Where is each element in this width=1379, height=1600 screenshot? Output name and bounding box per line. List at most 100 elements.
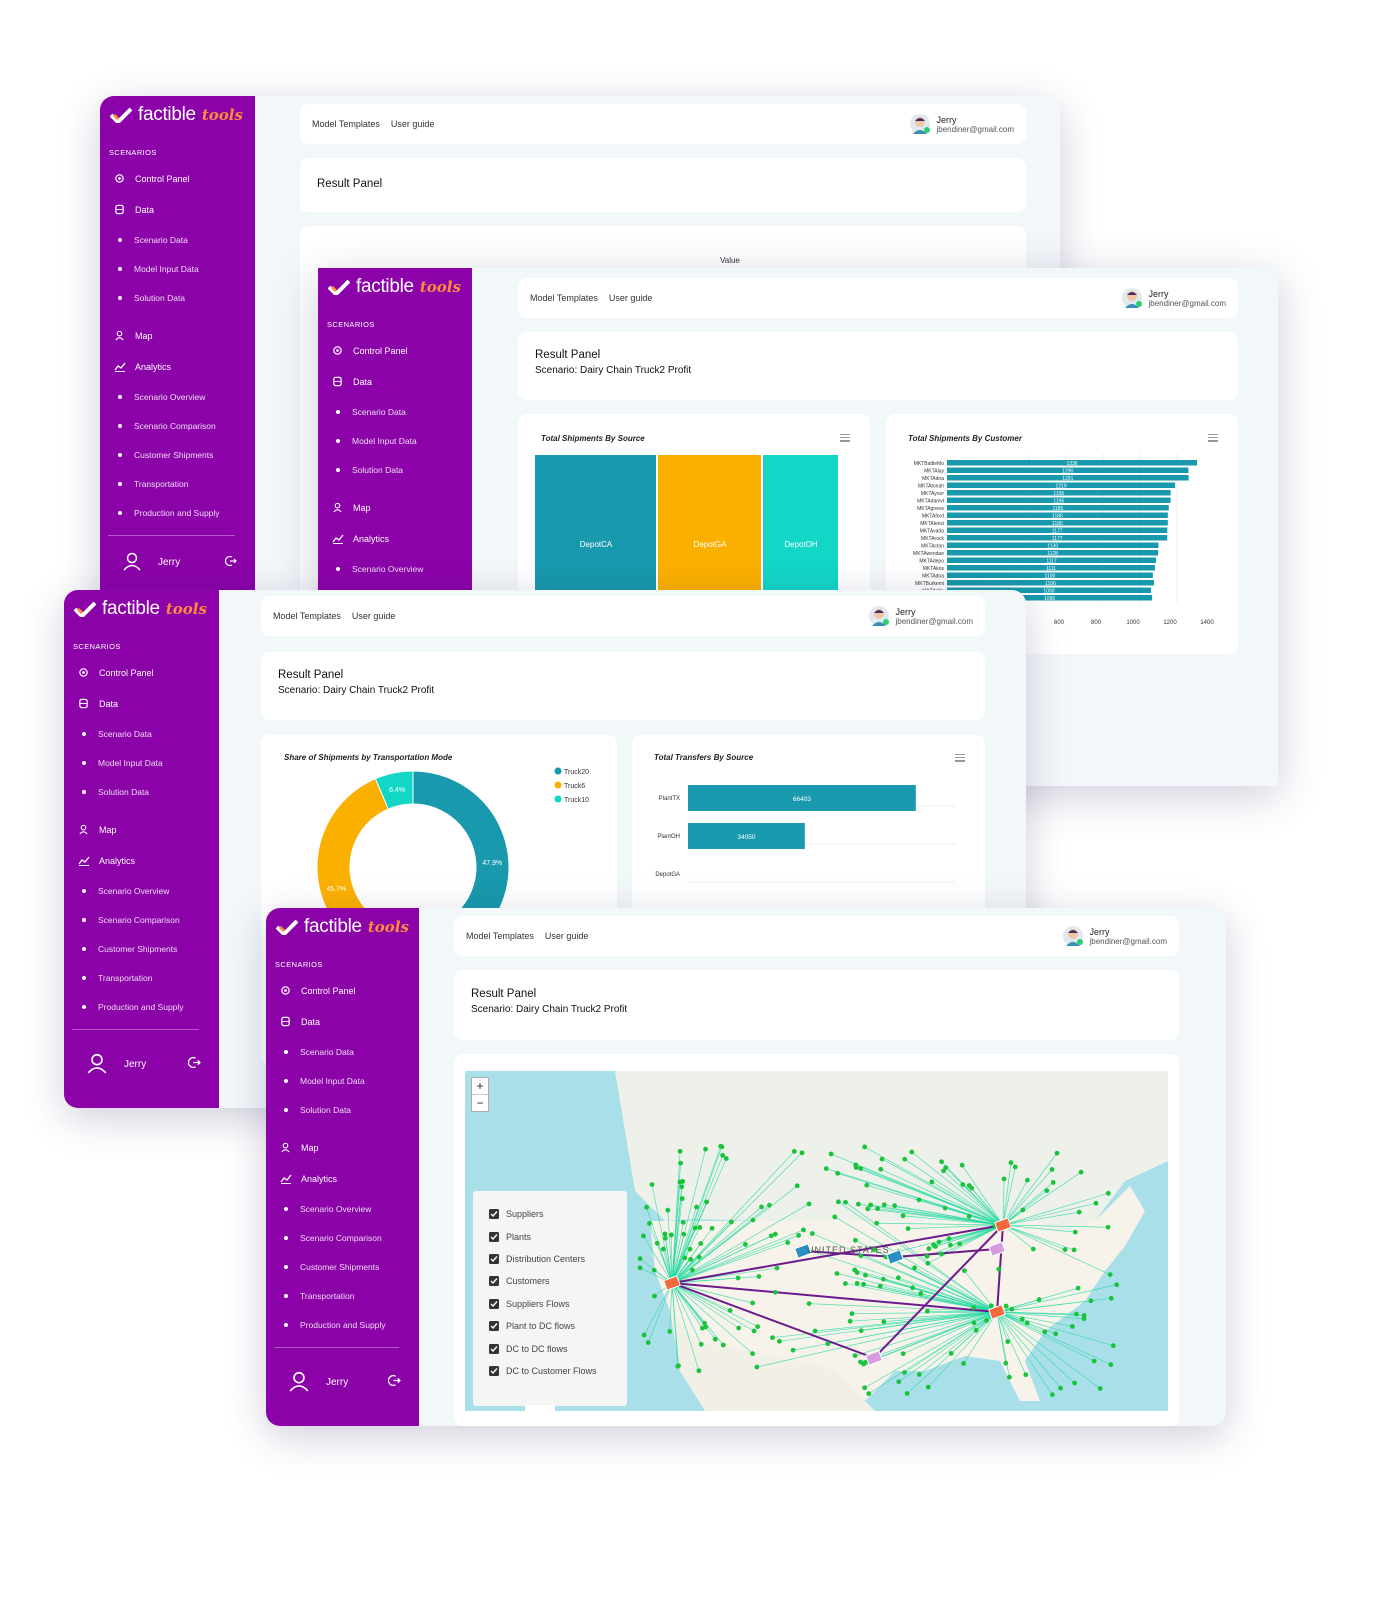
customer-marker[interactable] bbox=[868, 1202, 874, 1208]
customer-marker[interactable] bbox=[759, 1204, 764, 1210]
customer-marker[interactable] bbox=[750, 1351, 756, 1357]
customer-marker[interactable] bbox=[1075, 1285, 1081, 1291]
customer-bar[interactable] bbox=[947, 542, 1159, 549]
customer-marker[interactable] bbox=[895, 1275, 901, 1281]
logo[interactable]: factible tools bbox=[74, 598, 207, 620]
customer-marker[interactable] bbox=[1088, 1298, 1094, 1304]
customer-marker[interactable] bbox=[909, 1149, 915, 1155]
customer-marker[interactable] bbox=[736, 1325, 742, 1331]
customer-bar[interactable] bbox=[947, 572, 1153, 579]
customer-marker[interactable] bbox=[1072, 1229, 1078, 1235]
customer-marker[interactable] bbox=[791, 1148, 797, 1154]
customer-marker[interactable] bbox=[948, 1242, 953, 1248]
sidebar-subitem-solution-data[interactable]: Solution Data bbox=[274, 1095, 419, 1124]
user-info[interactable]: Jerry jbendiner@gmail.com bbox=[909, 113, 1014, 135]
facility-marker[interactable] bbox=[663, 1275, 681, 1291]
customer-marker[interactable] bbox=[1078, 1169, 1084, 1175]
customer-marker[interactable] bbox=[942, 1205, 948, 1211]
facility-marker[interactable] bbox=[988, 1304, 1006, 1320]
sidebar-subitem-solution-data[interactable]: Solution Data bbox=[326, 455, 472, 484]
bar-depotca[interactable] bbox=[535, 455, 656, 605]
customer-marker[interactable] bbox=[1081, 1316, 1087, 1322]
customer-marker[interactable] bbox=[900, 1351, 906, 1357]
customer-marker[interactable] bbox=[796, 1232, 801, 1238]
layer-toggle[interactable]: DC to Customer Flows bbox=[489, 1360, 627, 1382]
map-scrollbar-stub[interactable] bbox=[525, 1405, 555, 1411]
sidebar-subitem-production-and-supply[interactable]: Production and Supply bbox=[108, 498, 255, 527]
logo[interactable]: factible tools bbox=[328, 276, 461, 298]
customer-marker[interactable] bbox=[680, 1219, 686, 1225]
sidebar-subitem-model-input-data[interactable]: Model Input Data bbox=[72, 748, 219, 777]
sidebar-subitem-customer-shipments[interactable]: Customer Shipments bbox=[108, 440, 255, 469]
customer-marker[interactable] bbox=[1058, 1385, 1064, 1391]
customer-marker[interactable] bbox=[720, 1342, 726, 1348]
customer-marker[interactable] bbox=[690, 1267, 695, 1273]
sidebar-item-control-panel[interactable]: Control Panel bbox=[108, 163, 255, 194]
transfer-bar-plantoh[interactable] bbox=[688, 823, 805, 849]
customer-marker[interactable] bbox=[677, 1148, 683, 1154]
customer-marker[interactable] bbox=[946, 1236, 952, 1242]
checkbox-checked-icon[interactable] bbox=[489, 1365, 499, 1376]
model-templates-link[interactable]: Model Templates bbox=[312, 119, 380, 129]
customer-marker[interactable] bbox=[698, 1241, 704, 1246]
sidebar-user[interactable]: Jerry bbox=[72, 1044, 219, 1084]
customer-marker[interactable] bbox=[1019, 1316, 1025, 1322]
customer-marker[interactable] bbox=[834, 1271, 840, 1276]
sidebar-item-analytics[interactable]: Analytics bbox=[72, 845, 219, 876]
customer-marker[interactable] bbox=[1054, 1150, 1060, 1156]
logo[interactable]: factible tools bbox=[110, 104, 243, 126]
customer-marker[interactable] bbox=[924, 1308, 930, 1314]
sidebar-subitem-production-and-supply[interactable]: Production and Supply bbox=[274, 1310, 419, 1339]
user-info[interactable]: Jerry jbendiner@gmail.com bbox=[1062, 925, 1167, 947]
customer-marker[interactable] bbox=[1053, 1331, 1059, 1337]
model-templates-link[interactable]: Model Templates bbox=[530, 293, 598, 303]
transfer-bar-planttx[interactable] bbox=[688, 785, 916, 811]
customer-marker[interactable] bbox=[865, 1206, 871, 1212]
bar-depotoh[interactable] bbox=[763, 455, 838, 605]
customer-marker[interactable] bbox=[948, 1350, 954, 1356]
sidebar-subitem-scenario-overview[interactable]: Scenario Overview bbox=[274, 1194, 419, 1223]
customer-marker[interactable] bbox=[835, 1170, 841, 1176]
customer-marker[interactable] bbox=[905, 1226, 911, 1231]
customer-marker[interactable] bbox=[861, 1281, 866, 1287]
customer-marker[interactable] bbox=[688, 1256, 693, 1262]
sidebar-subitem-model-input-data[interactable]: Model Input Data bbox=[274, 1066, 419, 1095]
sidebar-item-data[interactable]: Data bbox=[108, 194, 255, 225]
customer-marker[interactable] bbox=[703, 1146, 708, 1152]
customer-bar[interactable] bbox=[947, 520, 1168, 526]
customer-marker[interactable] bbox=[677, 1179, 683, 1185]
customer-bar[interactable] bbox=[947, 595, 1153, 601]
customer-marker[interactable] bbox=[858, 1328, 864, 1334]
customer-marker[interactable] bbox=[1001, 1176, 1007, 1182]
layer-toggle[interactable]: Suppliers bbox=[489, 1203, 627, 1225]
customer-marker[interactable] bbox=[1012, 1164, 1018, 1170]
customer-marker[interactable] bbox=[881, 1202, 887, 1208]
map-canvas[interactable]: UNITED STATES + − Suppliers Plants Distrib… bbox=[465, 1071, 1168, 1411]
checkbox-checked-icon[interactable] bbox=[489, 1231, 499, 1242]
customer-marker[interactable] bbox=[679, 1184, 685, 1190]
customer-marker[interactable] bbox=[647, 1221, 652, 1226]
sidebar-subitem-transportation[interactable]: Transportation bbox=[108, 469, 255, 498]
sidebar-item-data[interactable]: Data bbox=[274, 1006, 419, 1037]
customer-marker[interactable] bbox=[925, 1260, 931, 1266]
chart-menu-icon[interactable] bbox=[1208, 432, 1218, 444]
layer-toggle[interactable]: Plants bbox=[489, 1225, 627, 1247]
zoom-in-button[interactable]: + bbox=[472, 1078, 488, 1095]
customer-marker[interactable] bbox=[960, 1182, 966, 1187]
customer-marker[interactable] bbox=[1107, 1272, 1113, 1278]
customer-marker[interactable] bbox=[727, 1307, 733, 1313]
customer-marker[interactable] bbox=[1036, 1297, 1042, 1302]
customer-marker[interactable] bbox=[645, 1340, 651, 1345]
customer-marker[interactable] bbox=[696, 1368, 702, 1374]
customer-marker[interactable] bbox=[692, 1225, 698, 1231]
customer-marker[interactable] bbox=[823, 1166, 829, 1172]
customer-marker[interactable] bbox=[836, 1199, 841, 1205]
customer-marker[interactable] bbox=[1008, 1160, 1014, 1166]
customer-bar[interactable] bbox=[947, 505, 1169, 511]
customer-marker[interactable] bbox=[687, 1246, 693, 1252]
customer-marker[interactable] bbox=[641, 1332, 647, 1338]
checkbox-checked-icon[interactable] bbox=[489, 1321, 499, 1332]
donut-slice-truck10[interactable] bbox=[374, 770, 414, 810]
customer-marker[interactable] bbox=[825, 1341, 831, 1347]
customer-marker[interactable] bbox=[1105, 1224, 1111, 1230]
